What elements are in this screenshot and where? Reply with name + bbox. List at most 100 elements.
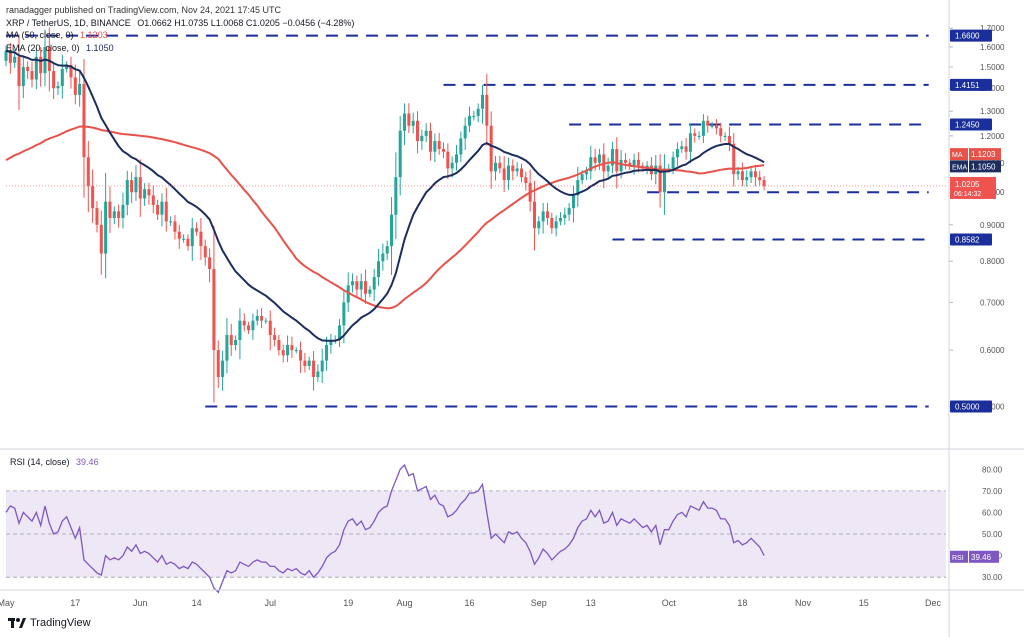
time-tick-label: 17 (70, 598, 80, 608)
candle-body (623, 159, 627, 163)
candle-body (450, 162, 454, 169)
candle-body (112, 211, 116, 219)
candle-body (628, 162, 632, 166)
candle-body (680, 146, 684, 150)
candle-body (537, 221, 541, 229)
publisher-line: ranadagger published on TradingView.com,… (6, 5, 282, 15)
candle-body (675, 149, 679, 158)
candle-body (316, 371, 320, 378)
candle-body (221, 360, 225, 378)
last-price-countdown: 06:14:32 (954, 191, 981, 198)
candle-body (701, 120, 705, 136)
level-price-label: 0.8582 (955, 236, 980, 245)
candle-body (268, 320, 272, 336)
brand-name: TradingView (30, 617, 91, 629)
time-tick-label: 15 (859, 598, 869, 608)
ema-legend-label: EMA (20, close, 0) (6, 43, 80, 53)
candle-body (351, 281, 355, 286)
candle-body (156, 204, 160, 215)
candle-body (234, 339, 238, 346)
rsi-legend[interactable]: RSI (14, close) 39.46 (10, 457, 99, 467)
candle-body (532, 201, 536, 229)
ema-line (5, 49, 765, 342)
candle-body (329, 339, 333, 346)
candle-body (260, 316, 264, 321)
candle-body (30, 71, 34, 80)
candle-body (160, 201, 164, 215)
candle-body (558, 218, 562, 222)
candle-body (727, 135, 731, 144)
ma-legend-label: MA (50, close, 0) (6, 30, 74, 40)
candle-body (502, 168, 506, 181)
rsi-name-label: RSI (952, 555, 964, 562)
candle-body (225, 335, 229, 361)
candle-body (8, 50, 12, 63)
candle-body (264, 320, 268, 322)
candle-body (273, 335, 277, 340)
ema-legend[interactable]: EMA (20, close, 0) 1.1050 (6, 43, 114, 53)
candle-body (753, 171, 757, 178)
time-tick-label: 13 (586, 598, 596, 608)
price-tick-label: 1.2000 (980, 132, 1005, 141)
candle-body (610, 149, 614, 166)
ma-legend-value: 1.1203 (80, 30, 108, 40)
candle-body (697, 135, 701, 137)
ma-name-tag (950, 148, 968, 161)
time-tick-label: Oct (662, 598, 677, 608)
candle-body (251, 320, 255, 331)
time-tick-label: Nov (795, 598, 812, 608)
candle-body (212, 269, 216, 351)
price-tick-label: 0.8000 (980, 257, 1005, 266)
candle-body (312, 360, 316, 378)
price-tick-label: 1.6000 (980, 43, 1005, 52)
candle-body (17, 56, 21, 87)
candle-body (199, 231, 203, 247)
ma-value-tag (969, 148, 1001, 161)
candle-body (411, 120, 415, 126)
candle-body (684, 146, 688, 152)
candle-body (320, 360, 324, 372)
time-tick-label: Sep (531, 598, 547, 608)
candle-body (732, 143, 736, 175)
candle-body (424, 130, 428, 136)
candle-body (710, 125, 714, 127)
candle-body (541, 211, 545, 222)
candle-body (476, 108, 480, 116)
candle-body (203, 246, 207, 258)
rsi-legend-label: RSI (14, close) (10, 457, 70, 467)
symbol-line: XRP / TetherUS, 1D, BINANCE O1.0662 H1.0… (6, 18, 354, 28)
time-tick-label: Aug (397, 598, 413, 608)
price-tick-label: 0.7000 (980, 298, 1005, 307)
candle-body (186, 238, 190, 247)
candle-body (463, 125, 467, 139)
candle-body (580, 174, 584, 181)
candle-body (467, 115, 472, 126)
level-price-label: 0.5000 (955, 402, 980, 411)
candle-body (78, 83, 82, 95)
candle-body (658, 165, 662, 193)
price-tick-label: 1.3000 (980, 107, 1005, 116)
candle-body (117, 211, 121, 219)
candle-body (52, 71, 56, 89)
ma-legend[interactable]: MA (50, close, 0) 1.1203 (6, 30, 108, 40)
candle-body (60, 68, 64, 87)
candle-body (597, 154, 601, 163)
candle-body (454, 154, 459, 163)
candlestick-series (4, 27, 766, 403)
candle-body (576, 180, 580, 196)
time-tick-label: 18 (737, 598, 747, 608)
candle-body (740, 171, 744, 181)
candle-body (242, 320, 246, 326)
candle-body (433, 141, 437, 152)
price-tick-label: 1.5000 (980, 63, 1005, 72)
time-tick-label: Jul (264, 598, 276, 608)
tradingview-brand[interactable]: TradingView (8, 617, 91, 629)
candle-body (247, 325, 251, 331)
candle-body (56, 86, 60, 89)
candle-body (688, 133, 692, 152)
candle-body (173, 221, 177, 232)
candle-body (472, 115, 476, 117)
candle-body (177, 231, 181, 239)
